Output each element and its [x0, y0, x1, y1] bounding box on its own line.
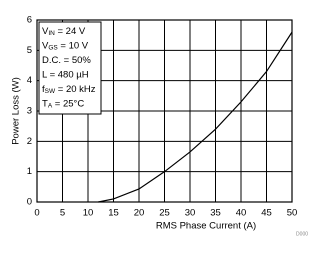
x-tick-label: 10: [83, 208, 94, 219]
x-tick-label: 40: [236, 208, 247, 219]
y-tick-label: 6: [27, 15, 32, 26]
annotation-text: = 10 V: [58, 40, 89, 51]
annotation: VGS = 10 V: [42, 40, 89, 51]
figure-code: D000: [296, 231, 308, 237]
x-tick-label: 35: [210, 208, 221, 219]
annotation-subscript: GS: [48, 44, 58, 51]
x-axis-label: RMS Phase Current (A): [156, 221, 256, 232]
annotation-subscript: SW: [45, 88, 56, 95]
x-tick-label: 0: [34, 208, 39, 219]
annotation-text: L = 480 µH: [42, 69, 89, 80]
annotation: L = 480 µH: [42, 69, 89, 80]
x-tick-label: 15: [108, 208, 119, 219]
y-tick-label: 0: [27, 197, 32, 208]
data-line: [98, 31, 293, 203]
annotation: fSW = 20 kHz: [42, 84, 96, 95]
annotation-symbol: V: [42, 40, 49, 51]
x-tick-label: 50: [287, 208, 298, 219]
x-tick-label: 5: [60, 208, 65, 219]
plot-border: [36, 19, 293, 203]
y-tick-label: 3: [27, 106, 32, 117]
annotation: VIN = 24 V: [42, 26, 86, 37]
x-tick-label: 25: [159, 208, 170, 219]
annotation-text: = 25°C: [52, 98, 84, 109]
annotation-box: [38, 21, 102, 115]
annotation-subscript: IN: [48, 30, 55, 37]
annotation: TA = 25°C: [42, 98, 84, 109]
x-tick-label: 20: [134, 208, 145, 219]
y-axis-label: Power Loss (W): [11, 77, 22, 145]
annotation-subscript: A: [48, 102, 53, 109]
y-tick-label: 4: [27, 75, 32, 86]
annotation: D.C. = 50%: [42, 55, 91, 66]
annotation-symbol: f: [42, 84, 45, 95]
annotation-symbol: T: [42, 98, 48, 109]
annotation-text: = 20 kHz: [55, 84, 96, 95]
y-tick-label: 2: [27, 136, 32, 147]
y-tick-label: 5: [27, 45, 32, 56]
x-tick-label: 30: [185, 208, 196, 219]
y-tick-label: 1: [27, 166, 32, 177]
annotation-text: D.C. = 50%: [42, 55, 91, 66]
annotation-text: = 24 V: [55, 26, 86, 37]
annotation-symbol: V: [42, 26, 49, 37]
x-tick-label: 45: [261, 208, 272, 219]
